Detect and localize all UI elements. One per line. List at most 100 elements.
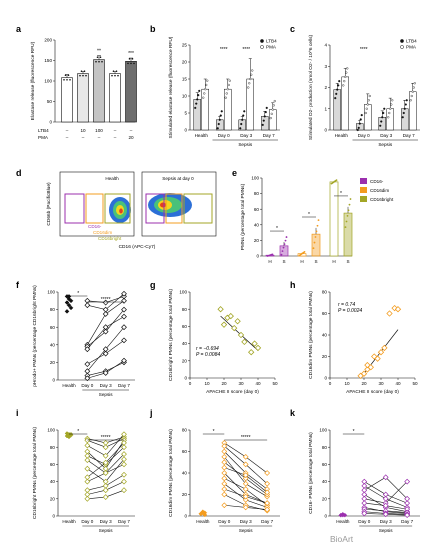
a-pma-value: – <box>82 135 85 140</box>
b-data-point <box>271 108 274 111</box>
watermark-text: BioArt <box>330 534 354 544</box>
a-data-point <box>79 74 81 77</box>
j-patient-point <box>242 496 249 503</box>
e-data-point <box>335 179 338 182</box>
j-patient-point <box>221 443 228 450</box>
e-y-tick-label: 100 <box>251 176 259 181</box>
i-significance: * <box>77 429 79 435</box>
g-data-point <box>217 306 224 313</box>
d-gate-label: CD16bright <box>98 236 122 241</box>
e-data-point <box>348 203 351 206</box>
j-patient-point <box>221 453 228 460</box>
b-data-point <box>265 106 268 109</box>
c-data-point <box>344 75 347 78</box>
a-ltb4-value: – <box>66 128 69 133</box>
c-group-label: Sepsis <box>378 142 392 147</box>
e-data-point <box>346 215 349 217</box>
i-patient-point <box>84 478 91 485</box>
j-patient-point <box>242 486 249 493</box>
c-data-point <box>336 88 339 91</box>
c-data-point <box>382 111 385 115</box>
c-y-tick-label: 1 <box>324 106 327 111</box>
g-y-tick-label: 0 <box>184 376 187 381</box>
g-x-tick-label: 40 <box>255 381 261 386</box>
i-y-tick-label: 60 <box>50 462 56 467</box>
k-patient-point <box>404 478 411 485</box>
a-data-point <box>83 70 86 72</box>
f-patient-point <box>102 370 109 376</box>
h-x-tick-label: 20 <box>361 381 367 386</box>
f-y-label: pHrodo+ PMNs (percentage CD16bright PMNs… <box>32 285 38 387</box>
e-data-point <box>271 253 274 256</box>
b-data-point <box>194 106 197 109</box>
j-patient-point <box>221 448 228 455</box>
c-data-point <box>342 84 345 87</box>
e-data-point <box>314 236 317 238</box>
f-patient-point <box>121 313 127 320</box>
c-data-point <box>367 99 370 102</box>
b-data-point <box>219 114 222 117</box>
f-patient-point <box>102 324 109 331</box>
b-significance: **** <box>220 47 228 53</box>
i-significance: ***** <box>101 435 111 441</box>
g-x-tick-label: 30 <box>238 381 244 386</box>
e-data-point <box>316 224 319 227</box>
i-y-label: CD16bright PMNs (percentage total PMNs) <box>32 427 38 519</box>
j-x-tick-label: Day 3 <box>240 519 252 524</box>
i-x-tick-label: Health <box>62 519 76 524</box>
a-data-point <box>127 62 129 65</box>
c-data-point <box>380 120 383 123</box>
f-significance: ***** <box>101 297 111 303</box>
b-data-point <box>220 110 223 113</box>
b-data-point <box>228 79 231 82</box>
i-y-tick-label: 0 <box>52 514 55 519</box>
h-data-point <box>386 310 393 317</box>
a-data-point <box>99 56 102 59</box>
j-x-tick-label: Day 7 <box>261 519 273 524</box>
f-patient-point <box>121 357 127 364</box>
g-y-tick-label: 100 <box>179 290 187 295</box>
i-group-label: Sepsis <box>99 528 113 533</box>
k-x-tick-label: Day 3 <box>380 519 392 524</box>
g-x-tick-label: 10 <box>204 381 210 386</box>
a-data-point <box>130 62 132 65</box>
j-y-label: CD16dim PMNs (percentage total PMNs) <box>168 429 174 517</box>
c-bar <box>333 89 341 131</box>
b-data-point <box>261 123 264 126</box>
c-data-point <box>391 99 394 102</box>
j-patient-point <box>242 480 249 487</box>
flow-plot-health <box>59 171 135 237</box>
f-y-tick-label: 60 <box>50 325 56 330</box>
panel-label-h: h <box>290 280 296 290</box>
d-gate-label: CD16dim <box>93 230 112 235</box>
b-bar <box>224 88 232 131</box>
j-x-tick-label: Health <box>196 519 210 524</box>
a-data-point <box>63 78 65 81</box>
b-data-point <box>205 83 208 87</box>
j-patient-point <box>221 470 228 476</box>
i-patient-point <box>121 440 127 446</box>
a-data-point <box>131 58 134 60</box>
k-y-label: CD16- PMNs (percentage total PMNs) <box>308 432 314 514</box>
i-patient-point <box>121 431 127 438</box>
b-y-tick-label: 25 <box>182 43 188 48</box>
i-health-point <box>66 434 72 440</box>
a-ltb4-value: – <box>130 128 133 133</box>
c-data-point <box>404 103 407 106</box>
c-data-point <box>410 94 413 98</box>
g-stat-p: P = 0.0084 <box>196 352 220 358</box>
b-data-point <box>227 83 230 87</box>
i-health-point <box>68 431 74 437</box>
b-data-point <box>217 122 220 126</box>
g-data-point <box>241 338 248 346</box>
f-patient-point <box>84 346 91 353</box>
c-y-label: Stimulated O2- production (nmol O2- / 10… <box>308 35 314 141</box>
k-significance: * <box>353 429 355 435</box>
e-legend-label: CD16dim <box>370 188 389 193</box>
f-y-tick-label: 80 <box>50 307 56 312</box>
a-y-tick-label: 200 <box>44 38 52 43</box>
c-data-point <box>337 84 340 87</box>
j-patient-point <box>221 459 228 466</box>
b-bar <box>201 88 209 131</box>
